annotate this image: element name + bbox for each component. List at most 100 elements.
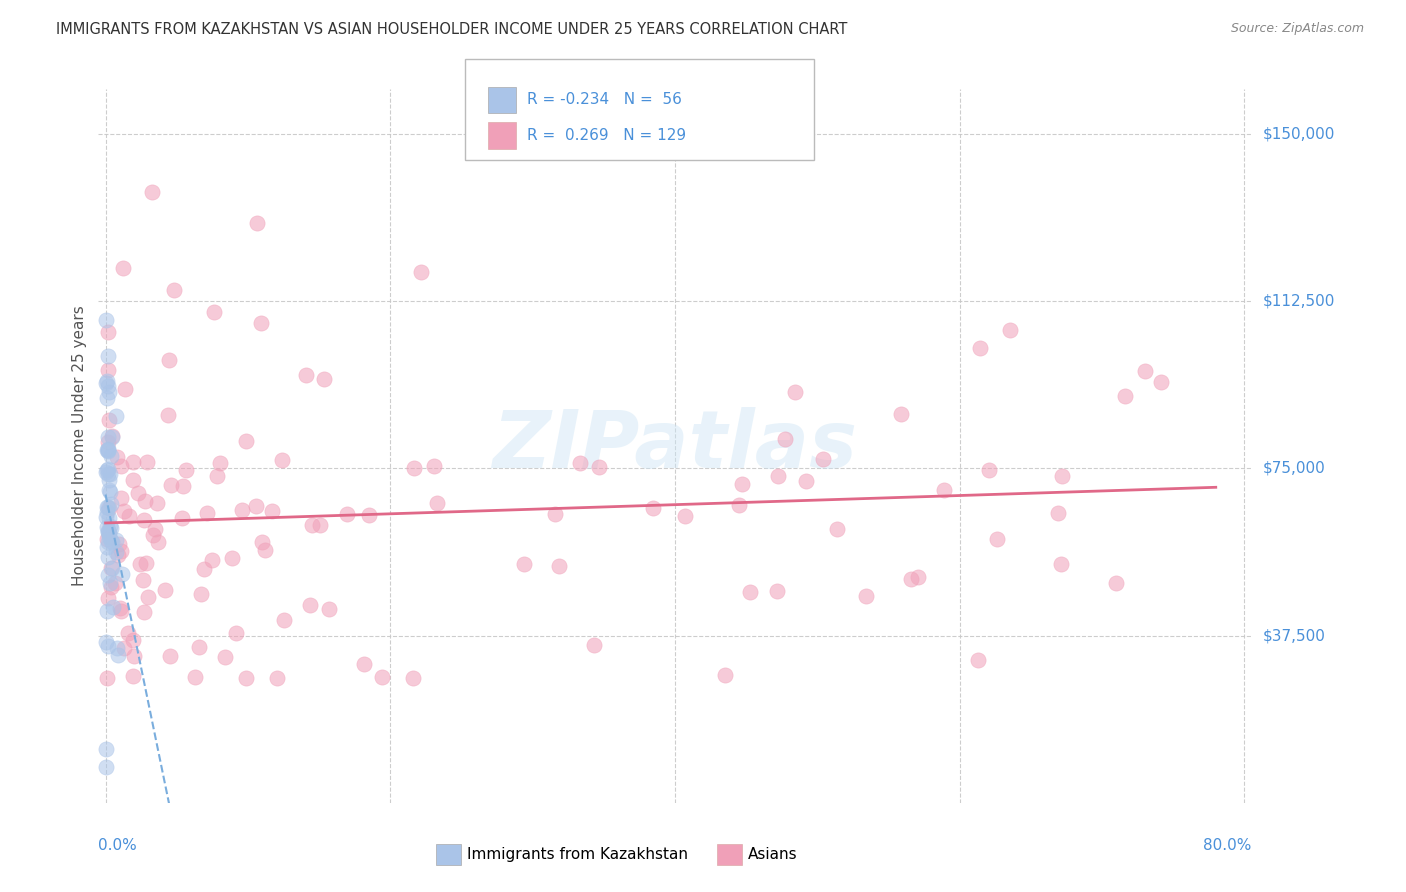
Point xyxy=(101,428,124,442)
Point xyxy=(96,391,118,405)
Point xyxy=(235,671,257,685)
Text: R =  0.269   N = 129: R = 0.269 N = 129 xyxy=(527,128,686,143)
Point xyxy=(673,509,696,524)
Point xyxy=(246,216,269,230)
Point xyxy=(104,576,127,591)
Point xyxy=(134,494,156,508)
Point xyxy=(97,473,120,487)
Point xyxy=(110,604,132,618)
Point xyxy=(153,582,176,597)
Point xyxy=(97,379,120,393)
Point xyxy=(825,522,848,536)
Point xyxy=(100,560,122,574)
Point xyxy=(141,185,163,199)
Point xyxy=(250,316,273,330)
Point xyxy=(122,648,145,663)
Text: Source: ZipAtlas.com: Source: ZipAtlas.com xyxy=(1230,22,1364,36)
Point xyxy=(426,496,449,510)
Point xyxy=(97,524,120,539)
Point xyxy=(97,549,120,564)
Point xyxy=(143,522,166,536)
Point xyxy=(97,500,120,514)
Point xyxy=(98,575,121,590)
Point xyxy=(98,530,121,544)
Point xyxy=(94,742,117,756)
Point xyxy=(108,537,131,551)
Point xyxy=(900,572,922,586)
Point xyxy=(357,508,380,522)
Point xyxy=(301,518,323,533)
Point xyxy=(97,363,120,377)
Point xyxy=(794,475,817,489)
Point xyxy=(200,553,222,567)
Point xyxy=(197,506,219,520)
Point xyxy=(766,469,789,483)
Point xyxy=(544,507,567,521)
Point xyxy=(97,325,120,339)
Point xyxy=(96,520,118,534)
Point xyxy=(145,496,167,510)
Point xyxy=(104,533,127,547)
Point xyxy=(890,407,912,421)
Point xyxy=(353,657,375,671)
Point xyxy=(107,548,129,562)
Point xyxy=(117,626,139,640)
Point xyxy=(132,513,155,527)
Point xyxy=(98,484,121,499)
Point xyxy=(97,483,120,498)
Text: Immigrants from Kazakhstan: Immigrants from Kazakhstan xyxy=(467,847,688,862)
Point xyxy=(588,460,610,475)
Point xyxy=(97,640,120,654)
Point xyxy=(107,648,129,662)
Y-axis label: Householder Income Under 25 years: Householder Income Under 25 years xyxy=(72,306,87,586)
Point xyxy=(96,671,118,685)
Point xyxy=(103,599,125,614)
Point xyxy=(1114,389,1136,403)
Point xyxy=(907,570,929,584)
Point xyxy=(101,561,124,575)
Point xyxy=(1050,557,1073,571)
Point xyxy=(100,520,122,534)
Point xyxy=(309,518,332,533)
Point xyxy=(1047,506,1070,520)
Point xyxy=(513,558,536,572)
Point xyxy=(97,534,120,549)
Point xyxy=(127,486,149,500)
Point xyxy=(252,534,274,549)
Point xyxy=(112,640,135,655)
Text: $75,000: $75,000 xyxy=(1263,461,1326,475)
Point xyxy=(731,477,754,491)
Point xyxy=(253,542,276,557)
Text: 80.0%: 80.0% xyxy=(1204,838,1251,854)
Point xyxy=(101,534,124,549)
Point xyxy=(142,528,165,542)
Point xyxy=(122,669,145,683)
Point xyxy=(132,573,155,587)
Point xyxy=(110,458,132,473)
Point xyxy=(266,671,288,685)
Point xyxy=(547,559,569,574)
Point xyxy=(225,626,247,640)
Point xyxy=(135,556,157,570)
Point xyxy=(96,463,118,477)
Point xyxy=(136,590,159,604)
Point xyxy=(97,525,120,540)
Point xyxy=(299,598,322,612)
Point xyxy=(110,544,132,558)
Point xyxy=(1105,576,1128,591)
Point xyxy=(96,442,118,457)
Point xyxy=(96,444,118,458)
Point xyxy=(96,434,118,449)
Point xyxy=(100,580,122,594)
Point xyxy=(97,591,120,606)
Point xyxy=(245,499,267,513)
Point xyxy=(160,478,183,492)
Text: $37,500: $37,500 xyxy=(1263,628,1326,643)
Text: Asians: Asians xyxy=(748,847,797,862)
Point xyxy=(855,589,877,603)
Point xyxy=(172,479,194,493)
Point xyxy=(98,413,121,427)
Point xyxy=(260,504,283,518)
Point xyxy=(207,469,229,483)
Point xyxy=(96,442,118,457)
